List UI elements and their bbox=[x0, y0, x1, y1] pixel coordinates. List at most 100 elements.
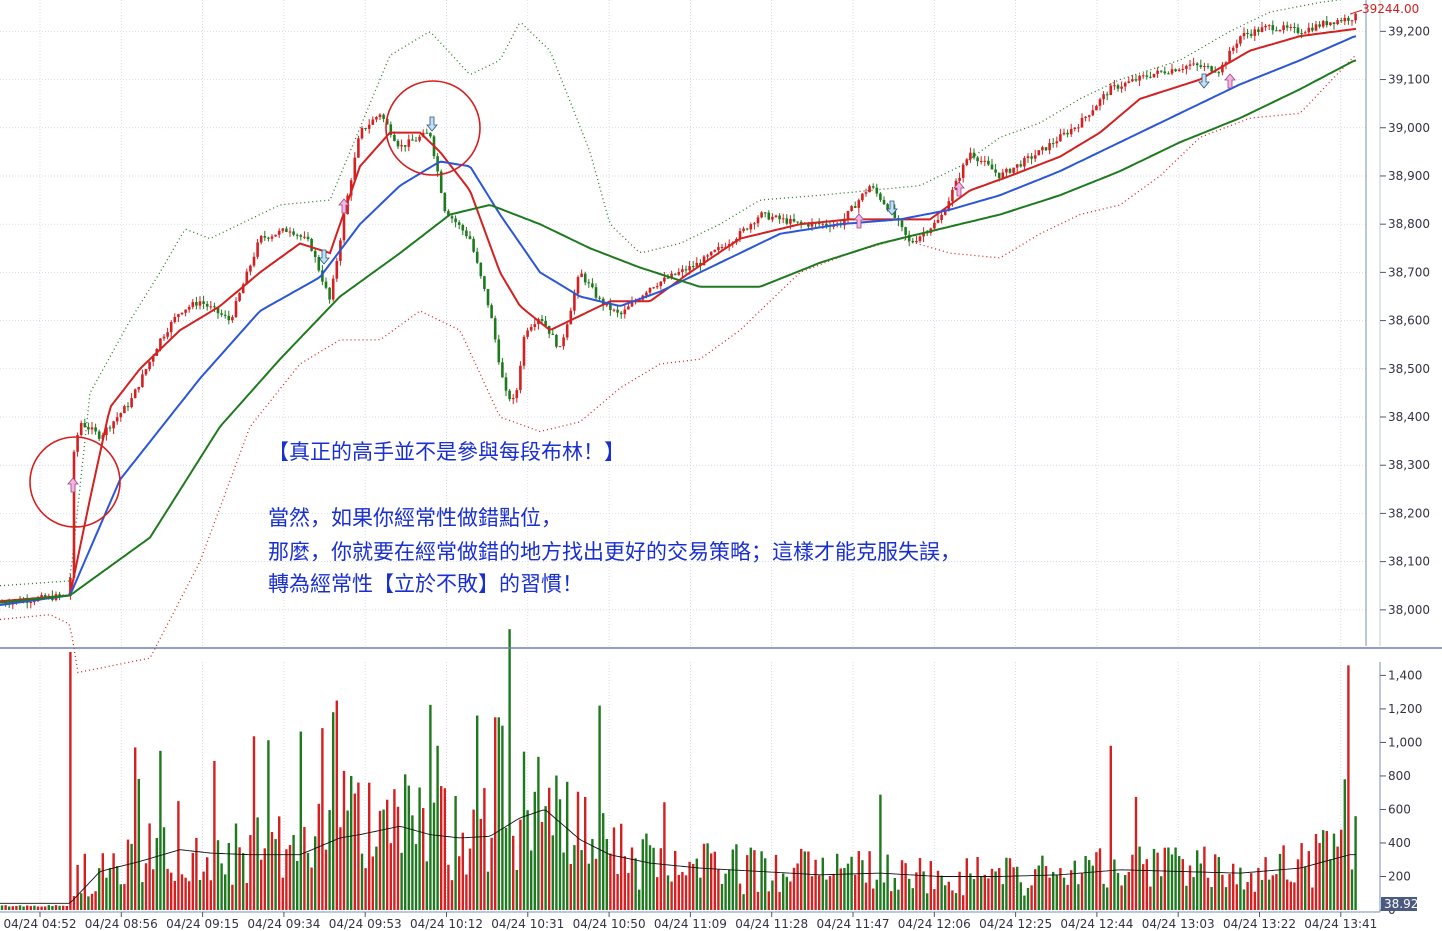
candle-body bbox=[1181, 68, 1185, 70]
volume-bar bbox=[252, 736, 256, 910]
volume-bar bbox=[65, 905, 68, 910]
volume-tick-label: 600 bbox=[1388, 802, 1411, 816]
candle-body bbox=[195, 302, 198, 306]
candle-body bbox=[281, 228, 285, 231]
candle-body bbox=[1015, 164, 1019, 168]
volume-bar bbox=[346, 810, 349, 910]
volume-bar bbox=[893, 878, 896, 910]
volume-bar bbox=[742, 894, 745, 910]
volume-bar bbox=[918, 858, 922, 910]
candle-body bbox=[123, 406, 126, 414]
volume-bar bbox=[915, 872, 918, 910]
volume-bar bbox=[908, 878, 911, 910]
volume-bar bbox=[288, 845, 292, 910]
volume-bar bbox=[191, 852, 194, 910]
volume-bar bbox=[1163, 847, 1166, 910]
volume-bar bbox=[256, 817, 259, 910]
candle-body bbox=[267, 237, 270, 239]
volume-bar bbox=[58, 905, 61, 910]
volume-bar bbox=[22, 906, 25, 910]
candle-body bbox=[259, 236, 263, 243]
candle-body bbox=[749, 224, 753, 230]
candle-body bbox=[958, 177, 961, 181]
volume-bar bbox=[778, 891, 781, 910]
volume-bar bbox=[69, 651, 72, 910]
volume-bar bbox=[1206, 877, 1210, 910]
candle-body bbox=[565, 324, 569, 338]
candle-body bbox=[544, 320, 547, 326]
volume-bar bbox=[666, 875, 670, 910]
volume-bar bbox=[576, 791, 580, 910]
candle-body bbox=[313, 250, 317, 257]
volume-bar bbox=[839, 868, 842, 910]
price-tick-label: 38,300 bbox=[1388, 458, 1430, 472]
candle-body bbox=[673, 273, 677, 275]
candle-body bbox=[864, 192, 868, 194]
volume-bar bbox=[306, 852, 310, 910]
candle-body bbox=[1188, 64, 1192, 66]
candle-body bbox=[1051, 143, 1055, 145]
candle-body bbox=[1246, 33, 1249, 35]
volume-bar bbox=[857, 851, 860, 910]
volume-bar bbox=[710, 853, 713, 910]
volume-bar bbox=[87, 896, 90, 910]
candle-body bbox=[429, 132, 432, 137]
volume-bar bbox=[1080, 873, 1084, 910]
candle-body bbox=[72, 451, 76, 578]
volume-bar bbox=[1354, 816, 1357, 910]
volume-bar bbox=[1275, 874, 1278, 910]
candle-body bbox=[522, 336, 526, 366]
volume-bar bbox=[1232, 863, 1235, 910]
volume-bar bbox=[659, 848, 662, 910]
volume-bar bbox=[148, 823, 151, 910]
candle-body bbox=[43, 595, 47, 598]
volume-bar bbox=[800, 848, 803, 910]
candle-body bbox=[418, 136, 421, 141]
volume-bar bbox=[80, 893, 83, 910]
candle-body bbox=[115, 417, 119, 422]
volume-bar bbox=[663, 802, 666, 910]
volume-bar bbox=[1350, 869, 1354, 910]
volume-bar bbox=[321, 728, 324, 910]
volume-bar bbox=[656, 877, 659, 910]
volume-bar bbox=[1199, 863, 1202, 910]
volume-bar bbox=[627, 873, 630, 910]
volume-bar bbox=[1008, 858, 1012, 910]
volume-bar bbox=[324, 849, 328, 910]
candle-body bbox=[771, 216, 774, 220]
volume-bar bbox=[310, 867, 313, 910]
candle-body bbox=[911, 240, 915, 243]
volume-bar bbox=[1293, 882, 1296, 910]
volume-bar bbox=[278, 816, 281, 910]
candle-body bbox=[162, 336, 166, 339]
volume-bar bbox=[832, 873, 835, 910]
volume-bar bbox=[965, 858, 968, 910]
candle-body bbox=[238, 293, 241, 301]
candle-body bbox=[1300, 33, 1303, 35]
candle-body bbox=[274, 234, 277, 237]
volume-bar bbox=[821, 857, 824, 910]
candle-body bbox=[666, 277, 670, 279]
volume-bar bbox=[1037, 865, 1040, 910]
candle-body bbox=[670, 273, 673, 279]
candle-body bbox=[569, 310, 573, 325]
volume-bar bbox=[890, 891, 893, 910]
candle-body bbox=[961, 164, 965, 178]
volume-bar bbox=[436, 745, 439, 910]
date-tick-label: 04/24 12:06 bbox=[898, 917, 971, 931]
candle-body bbox=[205, 303, 209, 307]
candle-body bbox=[263, 236, 267, 238]
candle-body bbox=[558, 346, 562, 348]
volume-bar bbox=[1185, 885, 1188, 910]
candle-body bbox=[198, 301, 202, 306]
candle-body bbox=[407, 139, 411, 147]
candle-body bbox=[144, 369, 148, 375]
volume-bar bbox=[573, 845, 576, 910]
candle-body bbox=[1048, 143, 1051, 151]
volume-bar bbox=[803, 851, 806, 910]
price-tick-label: 38,200 bbox=[1388, 506, 1430, 520]
volume-bar bbox=[476, 715, 479, 910]
candle-body bbox=[1037, 150, 1041, 156]
volume-bar bbox=[728, 869, 731, 910]
moving-average-lines bbox=[0, 27, 1357, 606]
